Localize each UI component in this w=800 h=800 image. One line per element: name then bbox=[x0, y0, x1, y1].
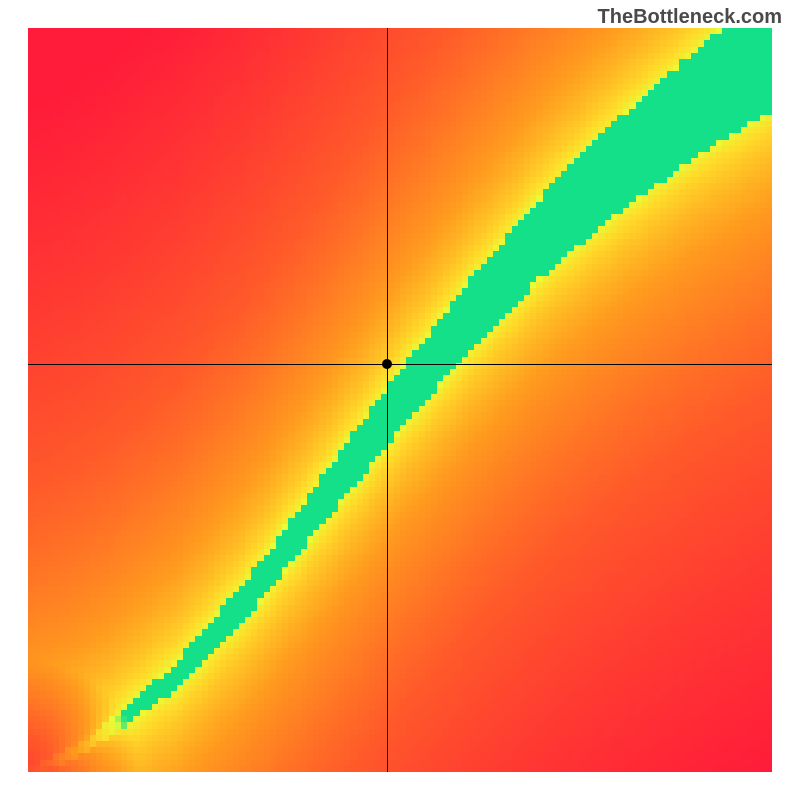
plot-area bbox=[28, 28, 772, 772]
crosshair-vertical bbox=[387, 28, 388, 772]
heatmap-canvas bbox=[28, 28, 772, 772]
crosshair-marker bbox=[382, 359, 392, 369]
watermark: TheBottleneck.com bbox=[598, 6, 782, 29]
crosshair-horizontal bbox=[28, 364, 772, 365]
